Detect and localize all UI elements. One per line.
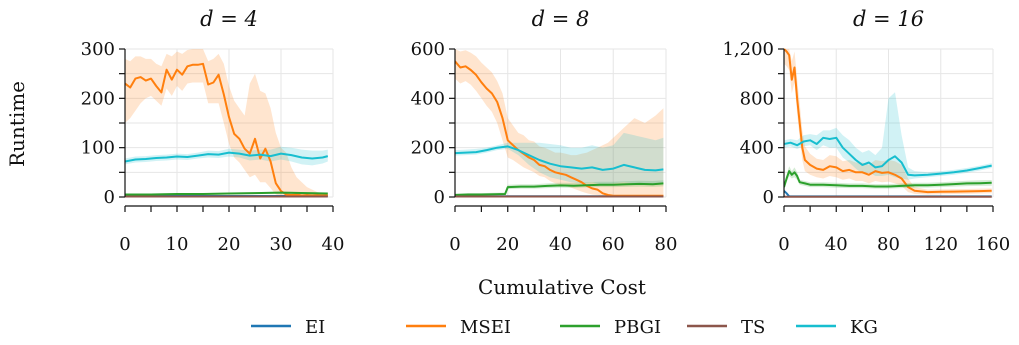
y-tick-label: 1,200 bbox=[722, 39, 774, 60]
band-kg bbox=[455, 132, 664, 185]
x-tick-label: 0 bbox=[778, 234, 789, 255]
series-line-msei bbox=[125, 62, 328, 197]
panel-2: d = 8 0 200 400 600 0 20 40 60 80 bbox=[411, 7, 678, 255]
x-tick-label: 40 bbox=[549, 234, 572, 255]
band-kg bbox=[125, 146, 328, 166]
plot-area bbox=[455, 49, 664, 198]
legend-label: TS bbox=[741, 317, 765, 338]
series-line-msei bbox=[784, 48, 992, 194]
x-tick-label: 30 bbox=[270, 234, 293, 255]
y-tick-label: 800 bbox=[740, 88, 774, 109]
band-msei bbox=[455, 49, 664, 197]
y-tick-label: 300 bbox=[81, 39, 115, 60]
series-line-kg bbox=[784, 136, 992, 177]
y-tick-label: 200 bbox=[411, 138, 445, 159]
x-tick-label: 80 bbox=[655, 234, 678, 255]
x-tick-label: 160 bbox=[976, 234, 1010, 255]
x-tick-label: 40 bbox=[825, 234, 848, 255]
series-line-pbgi bbox=[125, 191, 328, 196]
series-line-pbgi bbox=[455, 182, 664, 196]
panel-title: d = 8 bbox=[532, 7, 590, 31]
series-line-kg bbox=[455, 145, 664, 172]
y-tick-label: 600 bbox=[411, 39, 445, 60]
legend-item-msei: MSEI bbox=[406, 317, 511, 338]
panel-title: d = 4 bbox=[200, 7, 258, 31]
band-msei bbox=[784, 49, 992, 195]
x-tick-label: 120 bbox=[924, 234, 958, 255]
legend-label: EI bbox=[305, 317, 325, 338]
series-line-kg bbox=[125, 151, 329, 163]
x-tick-label: 40 bbox=[322, 234, 345, 255]
legend-label: MSEI bbox=[460, 317, 511, 338]
x-tick-label: 20 bbox=[496, 234, 519, 255]
series-line-pbgi bbox=[784, 170, 992, 188]
x-tick-label: 20 bbox=[218, 234, 241, 255]
plot-area bbox=[125, 49, 329, 198]
grid bbox=[783, 48, 994, 198]
x-tick-label: 0 bbox=[119, 234, 130, 255]
x-tick-label: 10 bbox=[166, 234, 189, 255]
x-axis-title: Cumulative Cost bbox=[478, 275, 646, 299]
band-msei bbox=[125, 49, 328, 197]
x-tick-label: 60 bbox=[602, 234, 625, 255]
legend: EI MSEI PBGI TS KG bbox=[251, 317, 878, 338]
panel-3: d = 16 0 400 800 1,200 0 40 80 120 160 bbox=[722, 7, 1010, 255]
band-kg bbox=[784, 92, 992, 180]
y-tick-label: 400 bbox=[740, 138, 774, 159]
plot-area bbox=[784, 48, 992, 198]
x-tick-label: 0 bbox=[449, 234, 460, 255]
y-tick-label: 0 bbox=[104, 187, 115, 208]
panel-1: d = 4 0 100 200 300 0 10 20 30 40 bbox=[81, 7, 345, 255]
legend-label: KG bbox=[850, 317, 878, 338]
y-axis-title: Runtime bbox=[5, 81, 29, 167]
y-tick-label: 0 bbox=[434, 187, 445, 208]
legend-item-pbgi: PBGI bbox=[560, 317, 661, 338]
panel-title: d = 16 bbox=[853, 7, 924, 31]
y-tick-label: 400 bbox=[411, 88, 445, 109]
y-tick-label: 100 bbox=[81, 138, 115, 159]
legend-item-ts: TS bbox=[687, 317, 765, 338]
y-tick-label: 0 bbox=[763, 187, 774, 208]
legend-item-kg: KG bbox=[796, 317, 878, 338]
y-tick-label: 200 bbox=[81, 88, 115, 109]
legend-item-ei: EI bbox=[251, 317, 325, 338]
series-line-msei bbox=[455, 60, 664, 197]
x-tick-label: 80 bbox=[877, 234, 900, 255]
legend-label: PBGI bbox=[614, 317, 661, 338]
